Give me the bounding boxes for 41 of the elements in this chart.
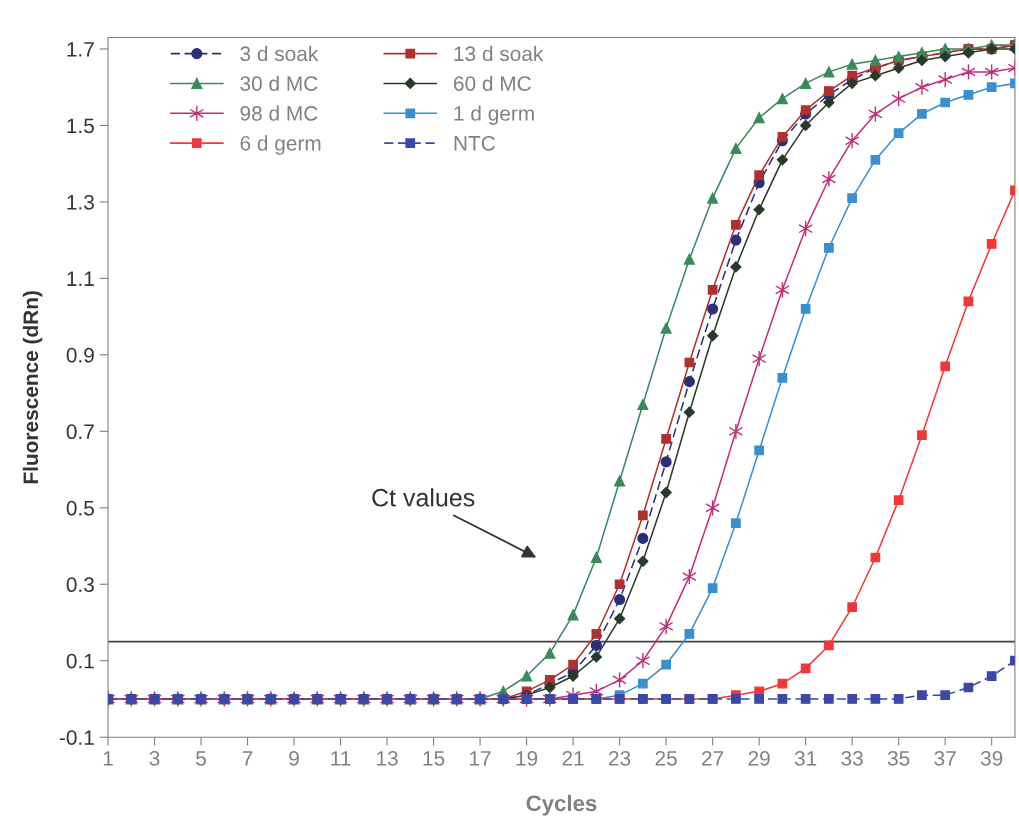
legend-label: 6 d germ <box>240 135 321 155</box>
legend-label: 13 d soak <box>454 45 544 62</box>
x-tick-label: 23 <box>609 750 631 766</box>
x-tick-label: 25 <box>655 750 677 766</box>
legend-label: NTC <box>454 135 495 151</box>
x-tick-label: 9 <box>289 750 299 766</box>
x-tick-label: 35 <box>887 750 910 766</box>
y-tick-label: -0.1 <box>59 730 94 745</box>
x-tick-label: 27 <box>702 750 724 766</box>
x-tick-label: 37 <box>934 750 956 766</box>
x-tick-label: 5 <box>196 751 206 766</box>
x-tick-label: 11 <box>331 751 351 766</box>
x-tick-label: 1 <box>103 751 113 766</box>
x-tick-label: 21 <box>562 750 584 766</box>
x-tick-label: 31 <box>794 750 817 766</box>
legend-label: 30 d MC <box>240 75 318 91</box>
legend-label: 98 d MC <box>240 105 318 121</box>
x-tick-label: 15 <box>423 751 445 766</box>
y-tick-label: 1.3 <box>67 194 94 210</box>
x-tick-label: 13 <box>377 750 398 766</box>
y-tick-label: 1.7 <box>67 42 94 57</box>
x-tick-label: 17 <box>470 751 491 766</box>
legend-label: 60 d MC <box>454 75 531 91</box>
y-tick-label: 0.5 <box>66 500 94 516</box>
y-tick-label: 0.7 <box>66 424 94 440</box>
x-tick-label: 19 <box>516 750 538 766</box>
y-axis-title: Fluorescence (dRn) <box>22 291 43 484</box>
y-tick-label: 0.1 <box>66 653 94 669</box>
y-tick-label: 0.3 <box>66 577 94 593</box>
y-tick-label: 1.1 <box>67 271 94 286</box>
legend-label: 1 d germ <box>454 105 534 125</box>
legend-label: 3 d soak <box>240 45 319 62</box>
annotation: Ct values <box>372 488 475 507</box>
y-tick-label: 1.5 <box>67 118 94 134</box>
x-tick-label: 33 <box>841 750 863 766</box>
x-tick-label: 7 <box>242 751 253 766</box>
x-tick-label: 3 <box>149 750 160 766</box>
y-tick-label: 0.9 <box>66 347 94 363</box>
x-tick-label: 29 <box>748 750 770 766</box>
x-tick-label: 39 <box>980 750 1003 766</box>
x-axis-title: Cycles <box>526 794 597 816</box>
